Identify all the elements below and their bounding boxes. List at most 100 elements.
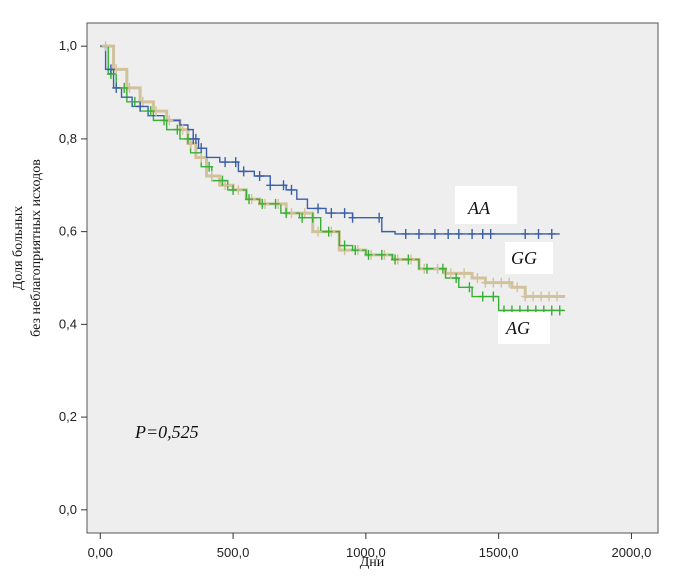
y-tick-label: 0,0: [59, 502, 77, 517]
censor-mark-aa: [430, 228, 439, 239]
y-tick-label: 0,8: [59, 131, 77, 146]
censor-mark-aa: [340, 208, 349, 219]
censor-mark-ag: [120, 82, 129, 93]
x-tick-label: 500,0: [217, 545, 250, 560]
censor-mark-ag: [555, 305, 564, 316]
censor-mark-aa: [136, 101, 145, 112]
censor-mark-gg: [101, 41, 110, 52]
censor-mark-aa: [112, 82, 121, 93]
censor-mark-gg: [553, 291, 562, 302]
x-axis-title: Дни: [360, 555, 385, 570]
censor-mark-ag: [229, 184, 238, 195]
censor-mark-aa: [314, 203, 323, 214]
censor-mark-gg: [521, 291, 530, 302]
series-label-gg: GG: [511, 248, 537, 268]
x-tick-label: 0,00: [88, 545, 113, 560]
censor-mark-aa: [521, 228, 530, 239]
censor-mark-ag: [245, 194, 254, 205]
censor-mark-ag: [452, 273, 461, 283]
censor-mark-ag: [489, 291, 498, 302]
p-value-annotation: P=0,525: [134, 422, 199, 442]
censor-mark-aa: [287, 184, 296, 195]
x-tick-label: 2000,0: [612, 545, 652, 560]
censor-mark-gg: [473, 273, 482, 283]
censor-mark-ag: [218, 175, 227, 186]
censor-mark-aa: [478, 228, 487, 239]
censor-mark-aa: [348, 212, 357, 223]
censor-marks: [101, 41, 564, 316]
censor-mark-aa: [221, 157, 230, 168]
censor-mark-aa: [486, 228, 495, 239]
censor-mark-aa: [231, 157, 240, 168]
censor-mark-aa: [444, 228, 453, 239]
censor-mark-ag: [465, 282, 474, 293]
censor-mark-ag: [324, 226, 333, 237]
censor-mark-gg: [446, 268, 455, 279]
label-box-ag: [498, 312, 550, 344]
series-label-ag: AG: [505, 318, 530, 338]
censor-mark-ag: [547, 305, 556, 316]
censor-mark-gg: [513, 282, 522, 293]
y-tick-labels: 0,0 0,2 0,4 0,6 0,8 1,0: [59, 38, 77, 517]
series-label-aa: AA: [467, 198, 491, 218]
censor-mark-aa: [106, 64, 115, 75]
censor-mark-aa: [454, 228, 463, 239]
censor-mark-gg: [529, 291, 538, 302]
censor-mark-aa: [401, 228, 410, 239]
censor-mark-gg: [460, 268, 469, 279]
censor-mark-ag: [478, 291, 487, 302]
y-axis-title-line1: Доля больных: [11, 206, 26, 291]
y-tick-label: 0,2: [59, 409, 77, 424]
axes-ticks: [81, 45, 632, 539]
censor-mark-gg: [314, 226, 323, 237]
y-tick-label: 1,0: [59, 38, 77, 53]
censor-mark-ag: [282, 208, 291, 219]
censor-mark-ag: [438, 263, 447, 274]
censor-mark-ag: [160, 115, 169, 126]
censor-mark-aa: [266, 180, 275, 191]
censor-mark-ag: [377, 249, 386, 260]
censor-mark-gg: [481, 277, 490, 288]
x-tick-label: 1000,0: [346, 545, 386, 560]
censor-mark-aa: [327, 208, 336, 219]
y-tick-label: 0,4: [59, 316, 77, 331]
censor-mark-ag: [351, 245, 360, 256]
censor-mark-gg: [197, 152, 206, 163]
censor-mark-ag: [130, 96, 139, 107]
censor-mark-ag: [391, 254, 400, 265]
censor-mark-aa: [414, 228, 423, 239]
label-box-gg: [505, 242, 553, 274]
plot-background: [86, 22, 659, 534]
censor-mark-aa: [279, 180, 288, 191]
censor-mark-ag: [205, 161, 214, 172]
censor-mark-aa: [255, 171, 264, 181]
censor-mark-gg: [545, 291, 554, 302]
y-axis-title-line2: без неблагоприятных исходов: [29, 159, 44, 337]
censor-mark-ag: [173, 124, 182, 135]
censor-mark-ag: [364, 249, 373, 260]
x-tick-label: 1500,0: [479, 545, 519, 560]
censor-mark-ag: [271, 198, 280, 209]
censor-mark-gg: [505, 277, 514, 288]
censor-mark-ag: [298, 212, 307, 223]
censor-mark-ag: [404, 254, 413, 265]
censor-mark-gg: [489, 277, 498, 288]
censor-mark-aa: [191, 133, 200, 144]
censor-mark-gg: [537, 291, 546, 302]
y-tick-label: 0,6: [59, 224, 77, 239]
censor-mark-gg: [497, 277, 506, 288]
censor-mark-ag: [422, 263, 431, 274]
censor-mark-aa: [239, 166, 248, 177]
censor-mark-ag: [340, 240, 349, 251]
censor-mark-aa: [534, 228, 543, 239]
censor-mark-aa: [375, 212, 384, 223]
censor-mark-ag: [308, 212, 317, 223]
censor-mark-aa: [468, 228, 477, 239]
censor-mark-ag: [146, 106, 155, 117]
x-tick-labels: 0,00 500,0 1000,0 1500,0 2000,0: [88, 545, 652, 560]
censor-mark-aa: [197, 143, 206, 154]
label-box-aa: [455, 186, 517, 224]
censor-mark-aa: [547, 228, 556, 239]
censor-mark-ag: [258, 198, 267, 209]
